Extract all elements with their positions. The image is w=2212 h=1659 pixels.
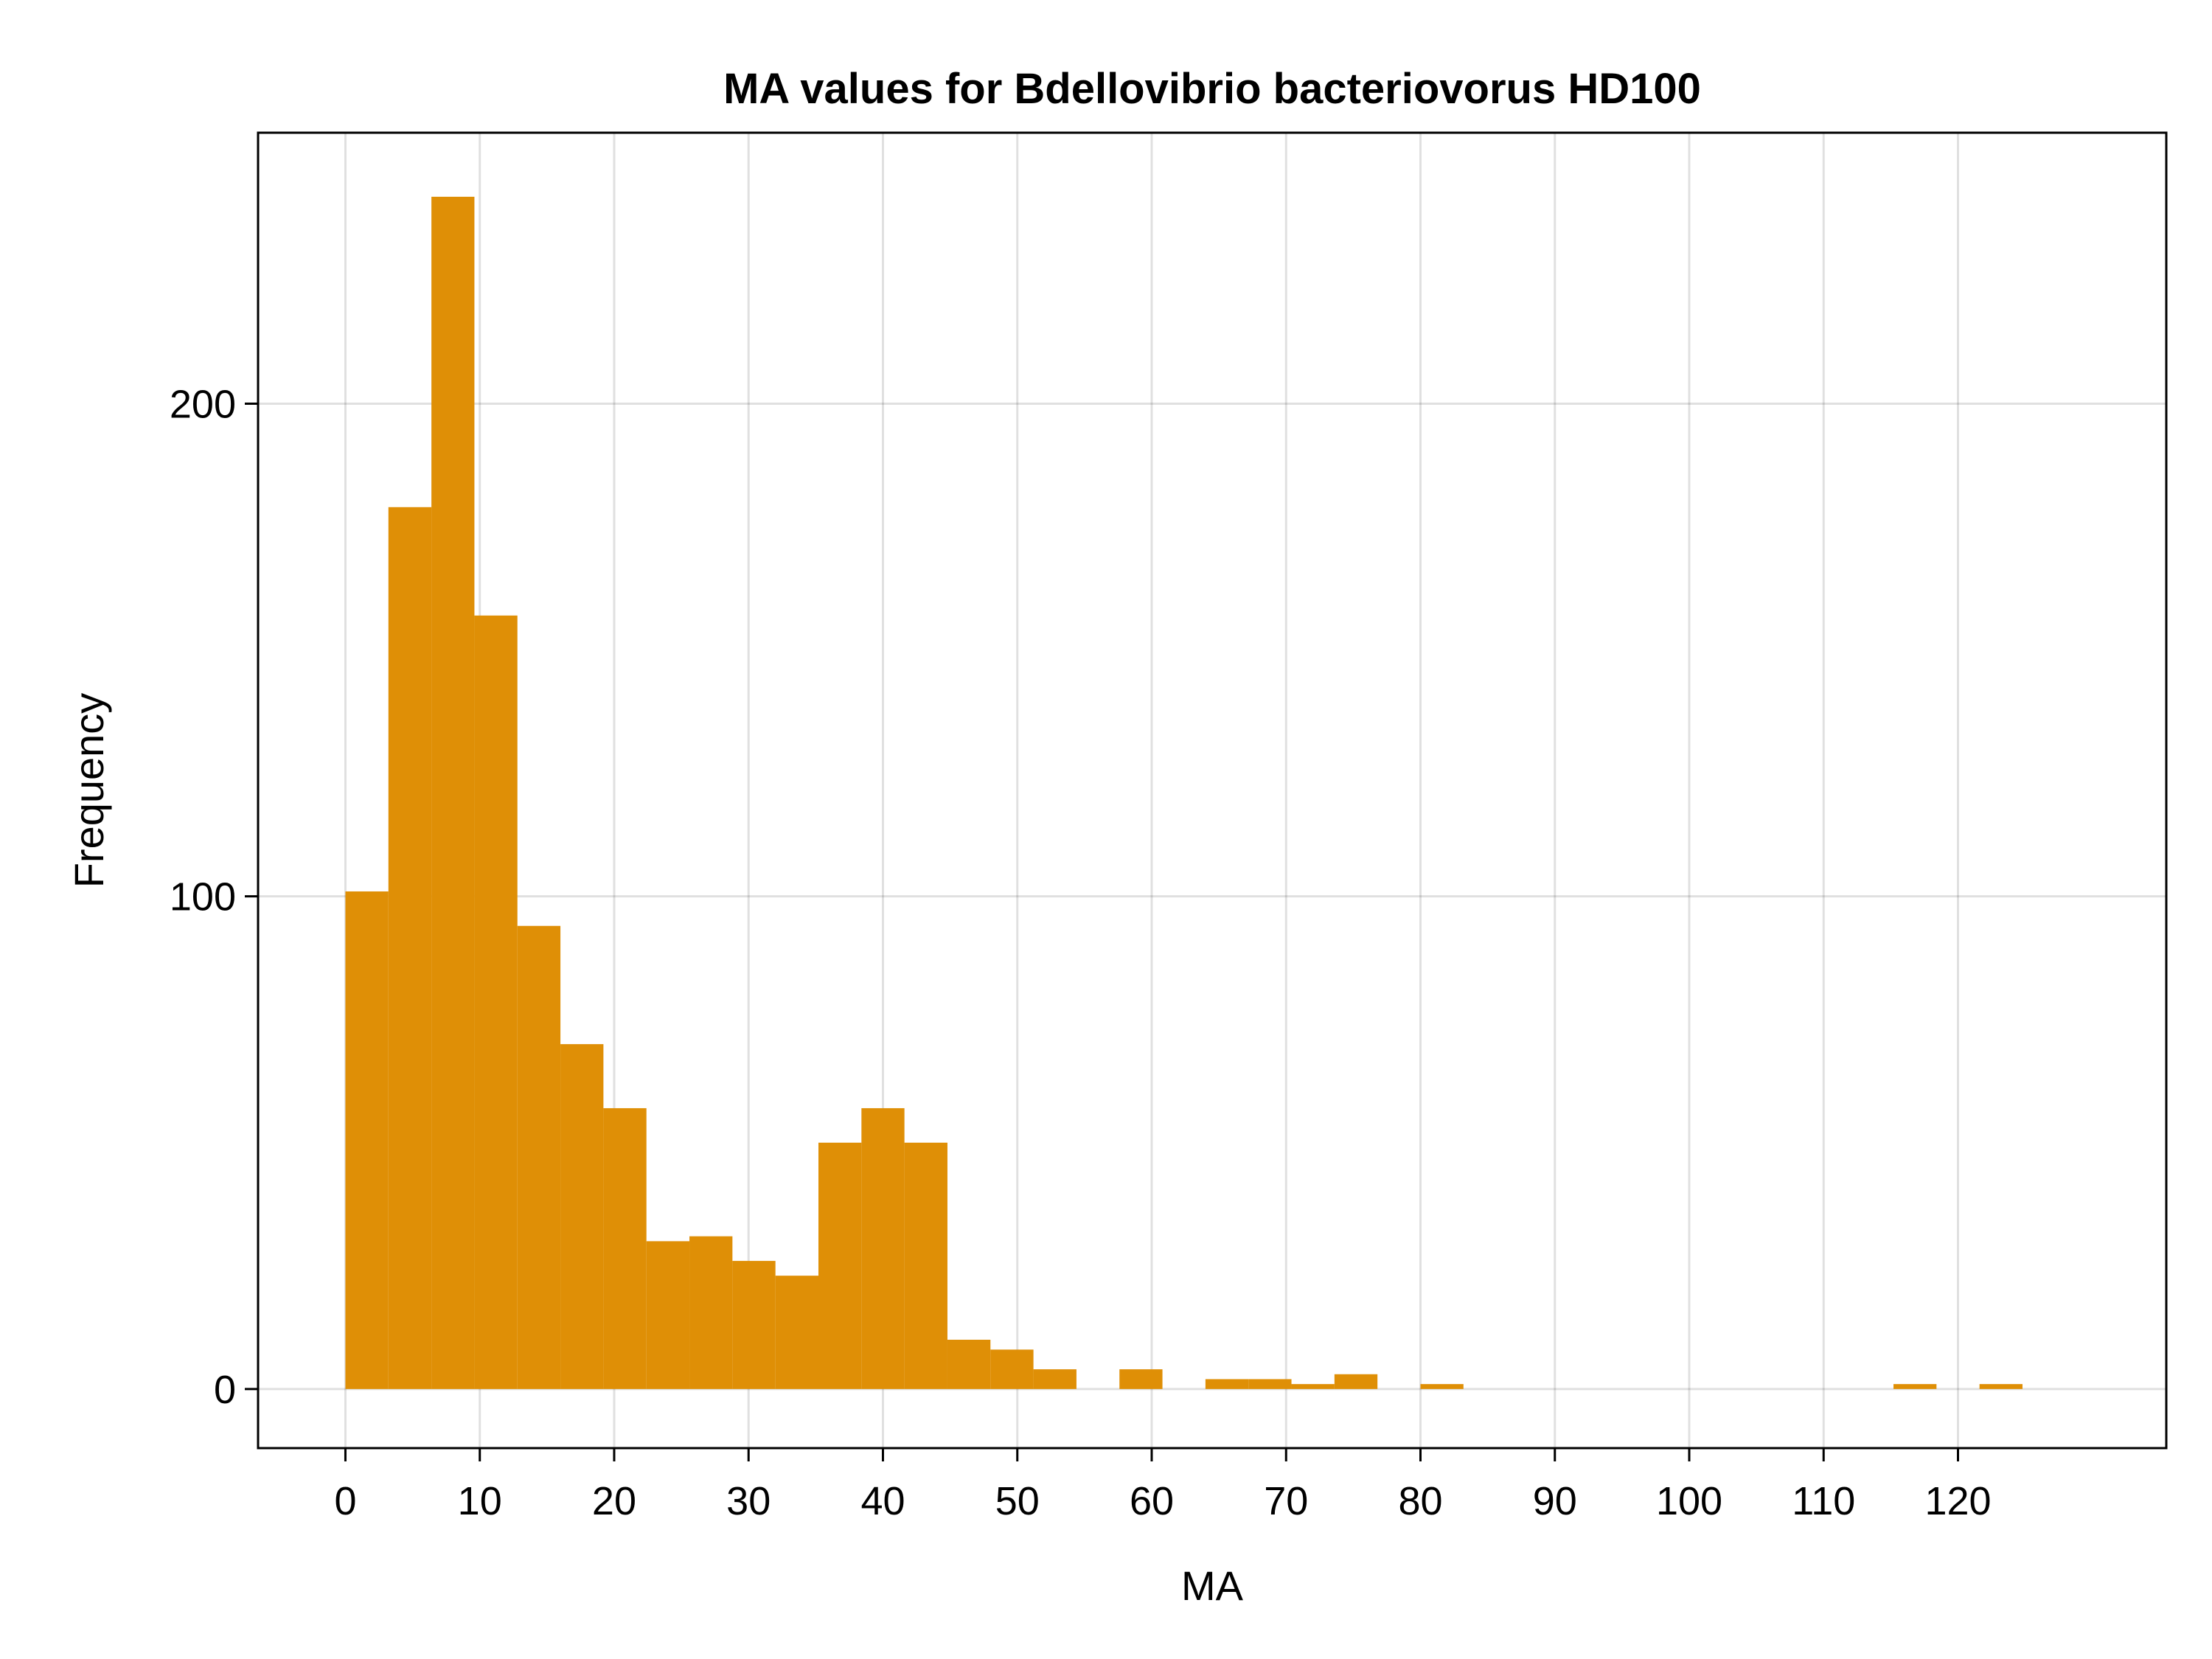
x-tick-label: 110 [1792, 1479, 1855, 1523]
histogram-bar [517, 925, 561, 1389]
histogram-bar [1893, 1384, 1937, 1389]
x-tick-label: 100 [1656, 1479, 1722, 1523]
histogram-bar [775, 1276, 818, 1389]
histogram-bar [818, 1142, 862, 1389]
x-tick-label: 10 [458, 1479, 502, 1523]
histogram-bar [474, 615, 518, 1389]
histogram-bar [947, 1340, 991, 1389]
x-tick-label: 30 [726, 1479, 771, 1523]
histogram-bar [1334, 1374, 1378, 1389]
y-axis-label: Frequency [66, 693, 112, 888]
x-tick-label: 80 [1398, 1479, 1442, 1523]
y-tick-label: 100 [170, 875, 236, 919]
x-axis-ticks: 0 10 20 30 40 50 60 70 80 90 100 110 120 [334, 1448, 1992, 1523]
histogram-bar [1033, 1369, 1077, 1389]
chart-title: MA values for Bdellovibrio bacteriovorus… [723, 65, 1701, 113]
x-axis-label: MA [1181, 1562, 1244, 1609]
plot-frame [257, 131, 2168, 1450]
histogram-bar [1205, 1379, 1249, 1389]
x-tick-label: 120 [1924, 1479, 1991, 1523]
histogram-bar [388, 507, 432, 1389]
histogram-bar [732, 1261, 776, 1389]
histogram-bar [904, 1142, 947, 1389]
histogram-bar [861, 1107, 905, 1389]
histogram-bar [1979, 1384, 2023, 1389]
histogram-bar [646, 1241, 690, 1389]
x-tick-label: 60 [1130, 1479, 1174, 1523]
histogram-bar [1248, 1379, 1292, 1389]
histogram-bar [1291, 1384, 1335, 1389]
histogram-bar [560, 1044, 604, 1389]
x-tick-label: 50 [995, 1479, 1040, 1523]
histogram-bar [689, 1236, 733, 1389]
y-tick-label: 0 [214, 1368, 236, 1412]
histogram-bar [990, 1349, 1034, 1389]
x-tick-label: 40 [860, 1479, 905, 1523]
histogram-bar [1119, 1369, 1163, 1389]
x-tick-label: 90 [1533, 1479, 1577, 1523]
x-tick-label: 0 [334, 1479, 356, 1523]
y-tick-label: 200 [170, 382, 236, 426]
y-axis-ticks: 0 100 200 [170, 382, 258, 1412]
histogram-bar [431, 196, 475, 1389]
histogram-bar [1420, 1384, 1464, 1389]
histogram-bar [603, 1107, 647, 1389]
x-tick-label: 70 [1264, 1479, 1308, 1523]
histogram-bars [345, 196, 2023, 1389]
histogram-bar [345, 891, 389, 1389]
x-tick-label: 20 [592, 1479, 636, 1523]
